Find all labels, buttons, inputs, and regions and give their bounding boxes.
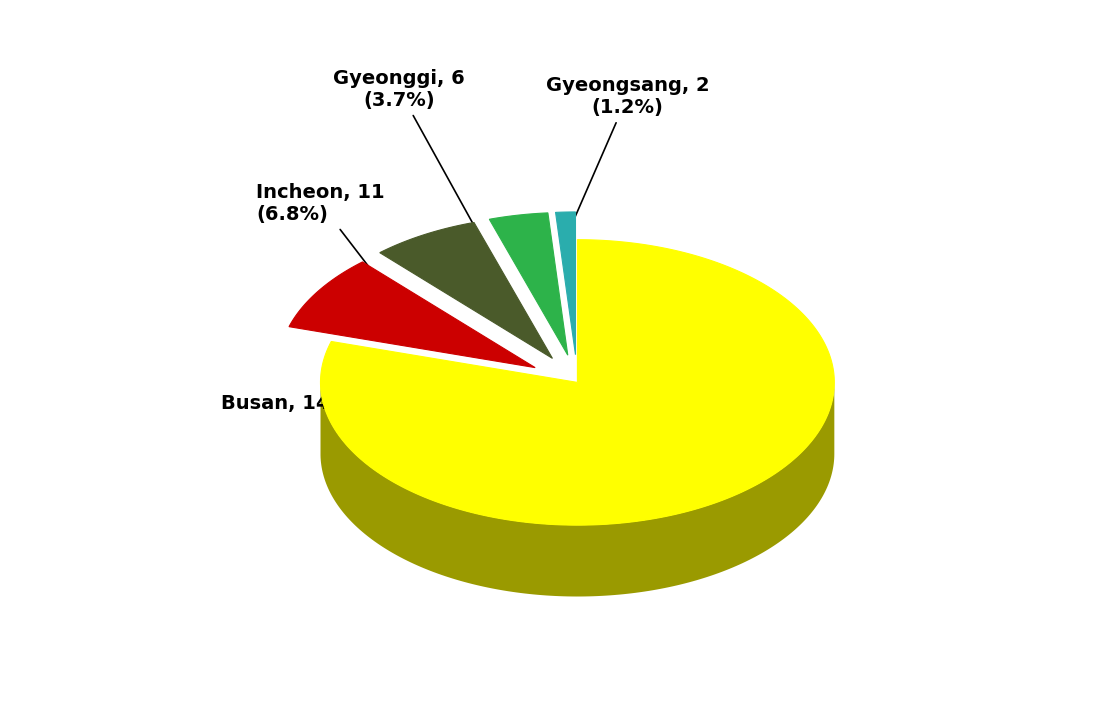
Polygon shape bbox=[380, 222, 553, 358]
Polygon shape bbox=[289, 262, 535, 367]
Polygon shape bbox=[320, 240, 834, 525]
Text: Gyeongsang, 2
(1.2%): Gyeongsang, 2 (1.2%) bbox=[546, 77, 709, 233]
Polygon shape bbox=[489, 213, 568, 355]
Text: Incheon, 11
(6.8%): Incheon, 11 (6.8%) bbox=[256, 183, 390, 295]
Polygon shape bbox=[320, 383, 834, 596]
Text: Gyeonggi, 6
(3.7%): Gyeonggi, 6 (3.7%) bbox=[334, 69, 473, 223]
Text: Seoul, 129 (79.6%): Seoul, 129 (79.6%) bbox=[545, 408, 767, 428]
Text: Busan, 14 (8.6%): Busan, 14 (8.6%) bbox=[220, 394, 408, 421]
Polygon shape bbox=[556, 212, 576, 355]
